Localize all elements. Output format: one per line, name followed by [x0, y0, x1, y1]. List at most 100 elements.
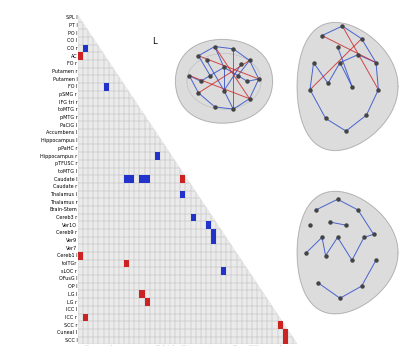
Bar — [134, 145, 139, 152]
Bar — [206, 213, 211, 221]
Bar — [175, 337, 180, 344]
Bar — [160, 283, 165, 291]
Bar — [170, 229, 175, 237]
Bar — [139, 160, 144, 167]
Bar — [109, 267, 114, 275]
Bar — [124, 145, 129, 152]
Bar — [134, 267, 139, 275]
Bar — [144, 175, 150, 183]
Bar — [201, 252, 206, 260]
Bar — [272, 306, 278, 313]
Bar — [201, 229, 206, 237]
Bar — [180, 229, 186, 237]
Bar — [114, 298, 119, 306]
Bar — [88, 152, 93, 160]
Bar — [160, 244, 165, 252]
Bar — [98, 237, 104, 244]
Bar — [206, 267, 211, 275]
Bar — [186, 329, 190, 337]
Bar — [155, 137, 160, 145]
Bar — [104, 129, 109, 137]
Bar — [139, 291, 144, 298]
Bar — [93, 183, 98, 191]
Bar — [180, 306, 186, 313]
Bar — [78, 75, 83, 83]
Bar — [109, 291, 114, 298]
Bar — [175, 183, 180, 191]
Bar — [180, 329, 186, 337]
Bar — [221, 267, 226, 275]
Bar — [144, 167, 150, 175]
Bar — [144, 129, 150, 137]
Bar — [83, 183, 88, 191]
Bar — [129, 183, 134, 191]
Bar — [150, 191, 155, 198]
Bar — [278, 313, 283, 321]
Bar — [88, 183, 93, 191]
Bar — [201, 306, 206, 313]
Bar — [78, 98, 83, 106]
Bar — [104, 337, 109, 344]
Bar — [175, 244, 180, 252]
Bar — [190, 291, 196, 298]
Bar — [237, 275, 242, 283]
Bar — [216, 221, 221, 229]
Bar — [109, 206, 114, 213]
Bar — [129, 252, 134, 260]
Bar — [83, 52, 88, 60]
Bar — [170, 252, 175, 260]
Bar — [155, 275, 160, 283]
Bar — [83, 298, 88, 306]
Bar — [155, 329, 160, 337]
Bar — [129, 106, 134, 114]
Bar — [114, 175, 119, 183]
Bar — [78, 29, 83, 37]
Bar — [190, 237, 196, 244]
Bar — [206, 321, 211, 329]
Bar — [175, 213, 180, 221]
Bar — [190, 198, 196, 206]
Bar — [83, 29, 88, 37]
Bar — [165, 198, 170, 206]
Bar — [109, 137, 114, 145]
Bar — [114, 137, 119, 145]
Bar — [150, 313, 155, 321]
Bar — [129, 137, 134, 145]
Bar — [175, 260, 180, 267]
Bar — [175, 267, 180, 275]
Bar — [134, 137, 139, 145]
Bar — [129, 329, 134, 337]
Bar — [139, 137, 144, 145]
Bar — [119, 213, 124, 221]
Bar — [114, 291, 119, 298]
Bar — [114, 67, 119, 75]
Bar — [247, 275, 252, 283]
Bar — [88, 67, 93, 75]
Bar — [155, 329, 160, 337]
Bar — [88, 229, 93, 237]
Bar — [196, 221, 201, 229]
Bar — [201, 198, 206, 206]
Bar — [129, 98, 134, 106]
Bar — [170, 229, 175, 237]
Bar — [78, 252, 83, 260]
Bar — [155, 321, 160, 329]
Bar — [78, 252, 83, 260]
Bar — [252, 298, 257, 306]
Bar — [78, 306, 83, 313]
Bar — [109, 183, 114, 191]
Bar — [211, 313, 216, 321]
Bar — [201, 291, 206, 298]
Bar — [104, 191, 109, 198]
Bar — [78, 298, 83, 306]
Bar — [221, 267, 226, 275]
Bar — [150, 291, 155, 298]
Bar — [98, 106, 104, 114]
Bar — [252, 329, 257, 337]
Bar — [186, 244, 190, 252]
Bar — [211, 329, 216, 337]
Bar — [216, 275, 221, 283]
Bar — [139, 321, 144, 329]
Bar — [124, 275, 129, 283]
Bar — [98, 260, 104, 267]
